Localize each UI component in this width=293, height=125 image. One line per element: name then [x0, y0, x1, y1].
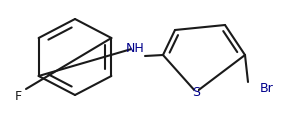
- Text: NH: NH: [126, 42, 144, 54]
- Bar: [255, 84, 265, 92]
- Bar: [194, 88, 198, 96]
- Bar: [130, 44, 139, 52]
- Text: Br: Br: [260, 82, 274, 94]
- Text: F: F: [14, 90, 22, 104]
- Text: S: S: [192, 86, 200, 98]
- Bar: [16, 93, 20, 101]
